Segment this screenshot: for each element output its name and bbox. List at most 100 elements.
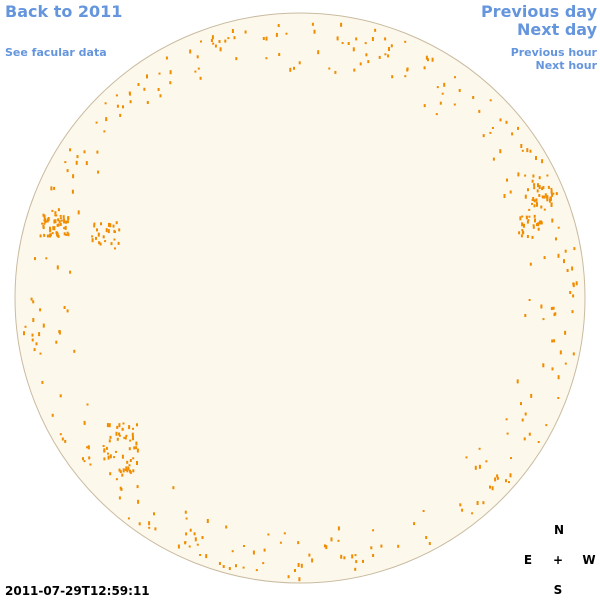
- facula: [83, 420, 86, 425]
- facula: [404, 75, 407, 78]
- facula: [91, 235, 94, 238]
- facula: [57, 218, 60, 222]
- facula: [91, 238, 94, 243]
- facula: [478, 109, 481, 113]
- facula: [225, 525, 228, 529]
- facula: [206, 519, 209, 523]
- facula: [550, 198, 552, 201]
- facula: [458, 89, 461, 92]
- facula: [95, 121, 98, 124]
- facula: [476, 501, 479, 505]
- facula: [98, 241, 101, 245]
- facula: [506, 178, 508, 182]
- facula: [540, 205, 543, 209]
- facula: [244, 30, 247, 34]
- facula: [531, 202, 533, 205]
- facula: [564, 249, 567, 253]
- facula: [517, 172, 520, 177]
- facula: [59, 222, 62, 226]
- next-hour-link[interactable]: Next hour: [536, 59, 598, 72]
- facular-link[interactable]: See facular data: [5, 46, 107, 59]
- facula: [32, 300, 35, 304]
- facula: [508, 481, 510, 484]
- facula: [367, 60, 370, 64]
- facula: [118, 434, 121, 437]
- facula: [538, 185, 541, 189]
- facula: [572, 352, 575, 356]
- facula: [509, 473, 512, 478]
- facula: [550, 189, 553, 194]
- facula: [63, 306, 66, 309]
- facula: [116, 437, 119, 441]
- facula: [114, 247, 116, 250]
- facula: [132, 469, 135, 473]
- facula: [105, 117, 108, 122]
- facula: [42, 224, 45, 228]
- facula: [197, 67, 200, 70]
- facula: [523, 223, 525, 228]
- facula: [287, 575, 290, 579]
- timestamp: 2011-07-29T12:59:11: [5, 584, 150, 598]
- facula: [347, 42, 350, 45]
- facula: [496, 474, 499, 478]
- facula: [118, 423, 121, 428]
- compass-south: S: [554, 583, 563, 597]
- facula: [553, 313, 556, 317]
- facula: [482, 501, 485, 505]
- facula: [541, 195, 544, 199]
- facula: [359, 62, 362, 66]
- facula: [459, 503, 462, 507]
- facula: [478, 464, 481, 469]
- facula: [521, 222, 524, 227]
- facula: [461, 508, 464, 512]
- facula: [533, 199, 536, 203]
- facula: [428, 542, 431, 545]
- facula: [436, 86, 439, 89]
- previous-hour-link[interactable]: Previous hour: [511, 46, 598, 59]
- facula: [546, 174, 549, 177]
- facula: [116, 104, 119, 108]
- facula: [503, 194, 506, 198]
- facula: [505, 120, 508, 124]
- facula: [113, 456, 116, 459]
- facula: [265, 36, 268, 41]
- facula: [63, 232, 66, 236]
- facula: [107, 455, 110, 460]
- facula: [370, 546, 373, 550]
- back-link[interactable]: Back to 2011: [5, 2, 122, 21]
- facula: [545, 424, 548, 427]
- facula: [153, 512, 155, 516]
- facula: [165, 56, 168, 60]
- facula: [51, 232, 54, 235]
- facula: [528, 432, 531, 436]
- facula: [524, 194, 527, 199]
- next-day-link[interactable]: Next day: [517, 20, 598, 39]
- facula: [294, 569, 296, 572]
- previous-day-link[interactable]: Previous day: [481, 2, 598, 21]
- facula: [109, 435, 112, 439]
- facula: [499, 149, 502, 154]
- facula: [549, 196, 552, 200]
- facula: [279, 541, 282, 544]
- facula: [53, 219, 56, 224]
- facula: [121, 473, 124, 477]
- facula: [118, 228, 121, 232]
- facula: [550, 307, 553, 310]
- facula: [122, 468, 125, 473]
- facula: [521, 229, 524, 232]
- facula: [311, 22, 314, 26]
- facula: [423, 66, 426, 70]
- facula: [138, 522, 141, 526]
- facula: [499, 118, 502, 122]
- facula: [201, 536, 204, 539]
- facula: [262, 37, 265, 40]
- facula: [397, 544, 400, 548]
- facula: [61, 437, 64, 441]
- facula: [132, 427, 134, 430]
- facula: [184, 510, 187, 514]
- facula: [533, 186, 536, 190]
- facula: [75, 160, 78, 165]
- facula: [293, 66, 295, 70]
- facula: [435, 113, 438, 116]
- facula: [550, 203, 553, 207]
